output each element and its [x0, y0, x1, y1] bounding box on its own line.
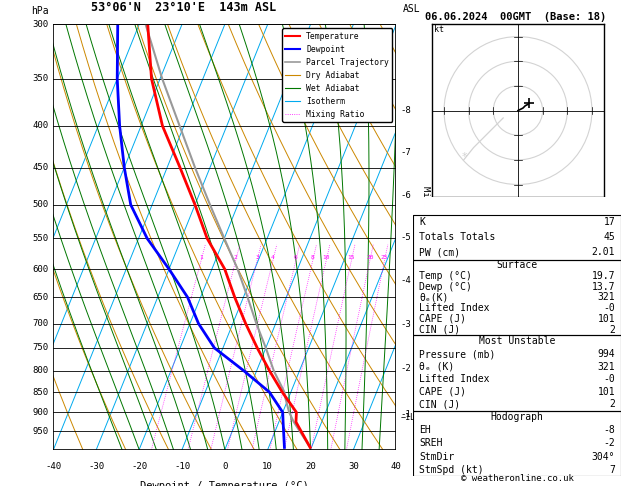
Text: © weatheronline.co.uk: © weatheronline.co.uk [460, 473, 574, 483]
Text: -5: -5 [401, 233, 411, 242]
Text: 06.06.2024  00GMT  (Base: 18): 06.06.2024 00GMT (Base: 18) [425, 12, 606, 22]
Text: CAPE (J): CAPE (J) [419, 314, 466, 324]
Text: CAPE (J): CAPE (J) [419, 387, 466, 397]
Text: 700: 700 [32, 319, 48, 328]
Text: 19.7: 19.7 [592, 271, 615, 281]
Text: 3: 3 [255, 255, 259, 260]
Text: Pressure (mb): Pressure (mb) [419, 349, 495, 359]
Text: 450: 450 [32, 163, 48, 172]
Text: 800: 800 [32, 366, 48, 375]
Text: 321: 321 [598, 293, 615, 302]
Text: Mixing Ratio (g/kg): Mixing Ratio (g/kg) [421, 186, 430, 288]
Text: 10: 10 [262, 462, 273, 471]
Text: 20: 20 [366, 255, 374, 260]
Text: −1LCL: −1LCL [401, 413, 425, 421]
Text: -2: -2 [603, 438, 615, 449]
Text: 4: 4 [271, 255, 275, 260]
Text: Most Unstable: Most Unstable [479, 336, 555, 347]
Text: 500: 500 [32, 200, 48, 209]
Text: -40: -40 [45, 462, 62, 471]
Text: Lifted Index: Lifted Index [419, 374, 489, 384]
Text: -7: -7 [401, 148, 411, 157]
Text: θₑ (K): θₑ (K) [419, 362, 454, 372]
Text: Dewp (°C): Dewp (°C) [419, 282, 472, 292]
Text: -8: -8 [401, 106, 411, 115]
Text: Temp (°C): Temp (°C) [419, 271, 472, 281]
Text: Hodograph: Hodograph [491, 412, 543, 422]
Text: 0: 0 [222, 462, 228, 471]
Text: 304°: 304° [592, 451, 615, 462]
Text: 550: 550 [32, 234, 48, 243]
Text: 2: 2 [610, 399, 615, 409]
Text: -6: -6 [401, 191, 411, 200]
Text: 25: 25 [381, 255, 388, 260]
Text: StmSpd (kt): StmSpd (kt) [419, 465, 484, 475]
Legend: Temperature, Dewpoint, Parcel Trajectory, Dry Adiabat, Wet Adiabat, Isotherm, Mi: Temperature, Dewpoint, Parcel Trajectory… [282, 28, 392, 122]
Text: 17: 17 [603, 217, 615, 227]
Text: StmDir: StmDir [419, 451, 454, 462]
Text: km
ASL: km ASL [403, 0, 421, 14]
Text: K: K [419, 217, 425, 227]
Text: Totals Totals: Totals Totals [419, 232, 495, 243]
Text: CIN (J): CIN (J) [419, 399, 460, 409]
Text: -8: -8 [603, 425, 615, 435]
Text: -3: -3 [401, 320, 411, 329]
Text: 321: 321 [598, 362, 615, 372]
Text: hPa: hPa [31, 6, 48, 16]
Text: 30: 30 [348, 462, 359, 471]
Text: 101: 101 [598, 314, 615, 324]
Text: 40: 40 [391, 462, 402, 471]
Text: *: * [461, 152, 467, 162]
Text: Lifted Index: Lifted Index [419, 303, 489, 313]
Text: -4: -4 [401, 276, 411, 285]
Text: 950: 950 [32, 427, 48, 436]
Text: EH: EH [419, 425, 431, 435]
Text: -30: -30 [88, 462, 104, 471]
Text: -20: -20 [131, 462, 147, 471]
Text: 994: 994 [598, 349, 615, 359]
Text: 10: 10 [323, 255, 330, 260]
Text: 1: 1 [199, 255, 203, 260]
Text: CIN (J): CIN (J) [419, 325, 460, 335]
Text: Surface: Surface [496, 260, 538, 270]
Text: 2.01: 2.01 [592, 247, 615, 257]
Text: 6: 6 [294, 255, 298, 260]
Text: 600: 600 [32, 264, 48, 274]
Text: PW (cm): PW (cm) [419, 247, 460, 257]
Text: Dewpoint / Temperature (°C): Dewpoint / Temperature (°C) [140, 482, 309, 486]
Text: -0: -0 [603, 303, 615, 313]
Text: -1: -1 [401, 410, 411, 419]
Text: kt: kt [434, 25, 444, 34]
Text: 350: 350 [32, 74, 48, 83]
Text: 2: 2 [234, 255, 238, 260]
Text: 850: 850 [32, 388, 48, 397]
Text: 45: 45 [603, 232, 615, 243]
Text: 15: 15 [348, 255, 355, 260]
Text: 650: 650 [32, 293, 48, 302]
Text: -2: -2 [401, 364, 411, 373]
Text: 101: 101 [598, 387, 615, 397]
Text: -0: -0 [603, 374, 615, 384]
Text: 7: 7 [610, 465, 615, 475]
Text: 2: 2 [610, 325, 615, 335]
Text: 53°06'N  23°10'E  143m ASL: 53°06'N 23°10'E 143m ASL [91, 0, 276, 14]
Text: 8: 8 [311, 255, 314, 260]
Text: SREH: SREH [419, 438, 442, 449]
Text: 900: 900 [32, 408, 48, 417]
Text: θₑ(K): θₑ(K) [419, 293, 448, 302]
Text: 400: 400 [32, 122, 48, 130]
Text: 13.7: 13.7 [592, 282, 615, 292]
Text: 300: 300 [32, 20, 48, 29]
Text: 750: 750 [32, 344, 48, 352]
Text: 20: 20 [305, 462, 316, 471]
Text: -10: -10 [174, 462, 190, 471]
